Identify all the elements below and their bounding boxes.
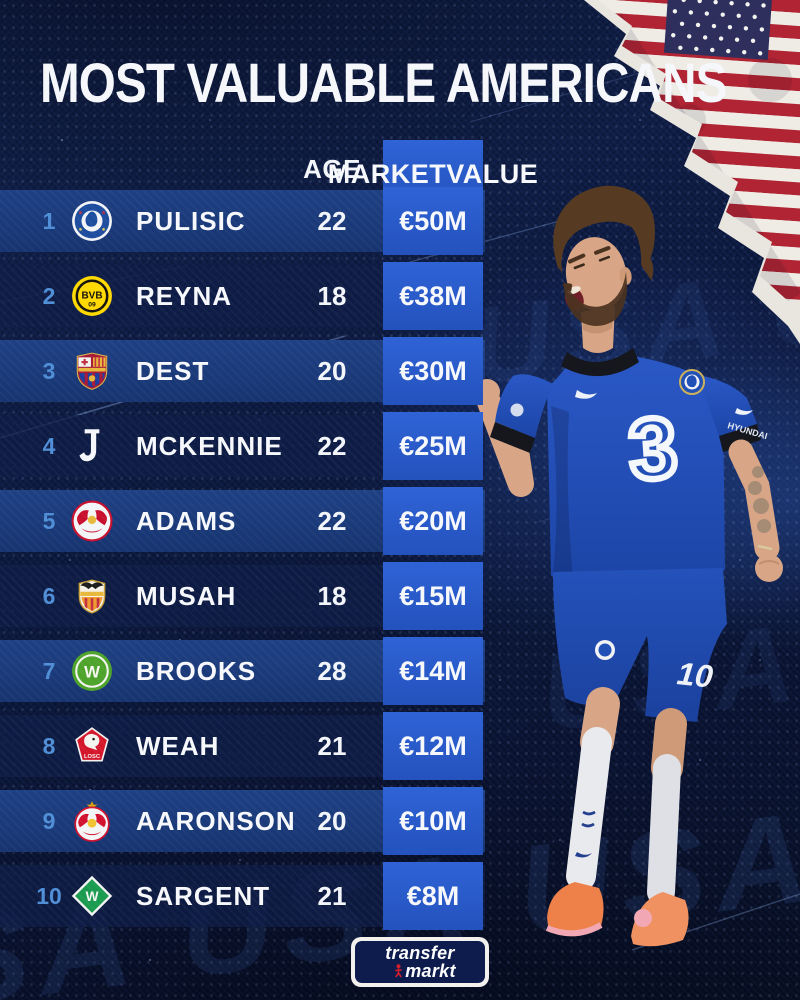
nike-swoosh (575, 390, 597, 399)
table-row: 10 W SARGENT 21 €8M (0, 862, 485, 930)
age-value: 18 (317, 280, 347, 311)
column-header-market-line2: VALUE (446, 158, 539, 189)
player-name: MUSAH (136, 580, 237, 611)
left-boot (547, 882, 604, 934)
rank-number: 3 (42, 357, 56, 384)
right-boot (631, 892, 689, 947)
beard (563, 271, 628, 326)
player-name: BROOKS (136, 655, 257, 686)
market-value: €8M (383, 862, 483, 930)
player-photo-pulisic: HYUNDAI 3 10 (455, 185, 783, 947)
club-badge-rb-leipzig (70, 499, 114, 543)
age-value: 22 (317, 505, 347, 536)
clenched-fist (755, 554, 783, 582)
club-badge-juventus (70, 424, 114, 468)
premier-league-sleeve-badge (510, 403, 524, 417)
club-badge-dortmund: BVB 09 (70, 274, 114, 318)
player-name: AARONSON (136, 805, 296, 836)
logo-player-figure (395, 964, 403, 978)
club-badge-rb-salzburg (70, 799, 114, 843)
player-name: MCKENNIE (136, 430, 283, 461)
right-sock (647, 754, 681, 906)
flag-canton (663, 0, 774, 60)
age-value: 28 (317, 655, 347, 686)
market-value: €10M (383, 787, 483, 855)
table-row: 8 LOSC WEAH 21 €12M (0, 712, 485, 780)
table-row: 1 PULISIC 22 €50M (0, 187, 485, 255)
age-value: 22 (317, 205, 347, 236)
market-value: €38M (383, 262, 483, 330)
player-name: REYNA (136, 280, 233, 311)
jersey-left-sleeve (495, 374, 553, 438)
usa-flag-torn-corner (584, 0, 800, 344)
club-badge-valencia (70, 574, 114, 618)
jersey-collar (561, 348, 639, 377)
player-name: WEAH (136, 730, 220, 761)
table-row: 3 DEST 20 €30M (0, 337, 485, 405)
market-value: €25M (383, 412, 483, 480)
age-value: 21 (317, 880, 347, 911)
player-name: SARGENT (136, 880, 271, 911)
rank-number: 1 (42, 207, 56, 234)
rank-number: 6 (42, 582, 56, 609)
market-value: €20M (383, 487, 483, 555)
player-name: PULISIC (136, 205, 246, 236)
rank-number: 5 (42, 507, 56, 534)
table-row: 7 W BROOKS 28 €14M (0, 637, 485, 705)
column-header-market-line1: MARKET (327, 158, 447, 189)
club-badge-barcelona (70, 349, 114, 393)
shirt-sponsor-three: 3 (626, 400, 680, 499)
hair (553, 185, 655, 281)
rank-number: 7 (42, 657, 56, 684)
market-value: €15M (383, 562, 483, 630)
rank-number: 9 (42, 807, 56, 834)
svg-text:W: W (86, 889, 99, 904)
club-badge-wolfsburg: W (70, 649, 114, 693)
rank-number: 2 (42, 282, 56, 309)
market-value: €30M (383, 337, 483, 405)
svg-text:W: W (84, 662, 100, 681)
table-row: 6 MUSAH 18 €15M (0, 562, 485, 630)
player-name: ADAMS (136, 505, 237, 536)
club-badge-lille: LOSC (70, 724, 114, 768)
ranking-table: 1 PULISIC 22 €50M 2 BVB 09 REYNA 18 €38M … (0, 187, 485, 930)
forearm-tattoo (748, 466, 771, 533)
age-value: 20 (317, 805, 347, 836)
rank-number: 8 (42, 732, 56, 759)
shorts-number: 10 (675, 655, 714, 695)
logo-text-markt: markt (405, 961, 456, 981)
market-value: €14M (383, 637, 483, 705)
table-row: 5 ADAMS 22 €20M (0, 487, 485, 555)
logo-text-transfer: transfer (385, 942, 455, 963)
player-head (553, 185, 655, 326)
market-value: €50M (383, 187, 483, 255)
column-header-age: AGE (303, 154, 361, 184)
transfermarkt-logo: transfer markt (351, 937, 489, 987)
left-sock (566, 727, 612, 891)
jersey-right-sleeve (703, 376, 757, 436)
bracelet (757, 544, 773, 551)
table-row: 4 MCKENNIE 22 €25M (0, 412, 485, 480)
club-badge-chelsea (70, 199, 114, 243)
svg-text:09: 09 (88, 302, 96, 309)
page-title: MOST VALUABLE AMERICANS (40, 51, 727, 114)
svg-text:LOSC: LOSC (84, 754, 100, 760)
player-name: DEST (136, 355, 210, 386)
age-value: 21 (317, 730, 347, 761)
table-row: 9 AARONSON 20 €10M (0, 787, 485, 855)
jersey-torso (547, 354, 725, 583)
club-badge-werder-bremen: W (70, 874, 114, 918)
age-value: 20 (317, 355, 347, 386)
market-value: €12M (383, 712, 483, 780)
svg-text:BVB: BVB (81, 291, 102, 302)
rank-number: 4 (42, 432, 56, 459)
flag-stars (671, 0, 766, 56)
age-value: 18 (317, 580, 347, 611)
age-value: 22 (317, 430, 347, 461)
rank-number: 10 (36, 882, 62, 909)
sock-crest-mark (581, 810, 596, 828)
table-row: 2 BVB 09 REYNA 18 €38M (0, 262, 485, 330)
shorts (553, 568, 727, 722)
